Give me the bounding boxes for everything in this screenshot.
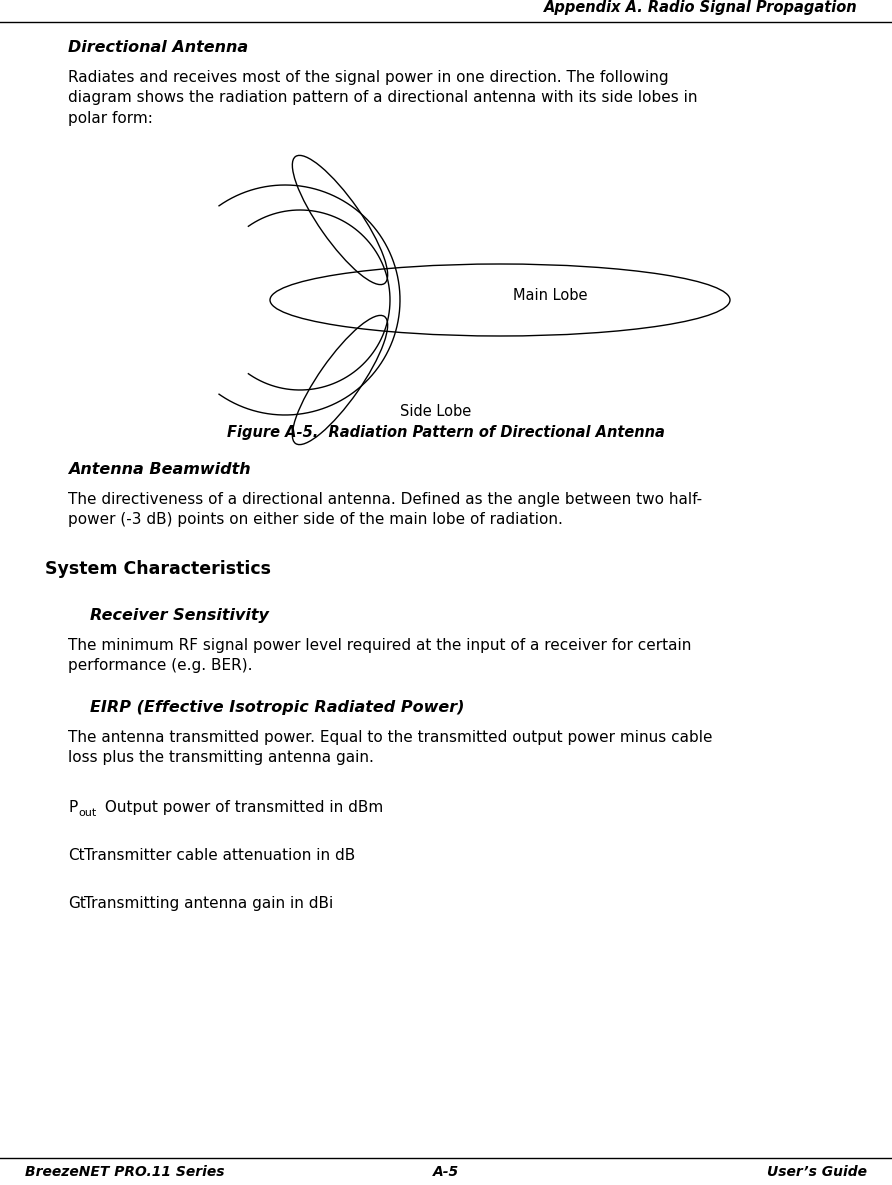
Text: Transmitting antenna gain in dBi: Transmitting antenna gain in dBi — [84, 896, 334, 911]
Text: P: P — [68, 800, 78, 815]
Text: Receiver Sensitivity: Receiver Sensitivity — [90, 608, 268, 623]
Text: Antenna Beamwidth: Antenna Beamwidth — [68, 462, 251, 478]
Text: System Characteristics: System Characteristics — [45, 561, 271, 578]
Text: Ct: Ct — [68, 848, 85, 863]
Text: The antenna transmitted power. Equal to the transmitted output power minus cable: The antenna transmitted power. Equal to … — [68, 730, 713, 766]
Text: out: out — [78, 808, 96, 818]
Text: Gt: Gt — [68, 896, 86, 911]
Text: Figure A-5.  Radiation Pattern of Directional Antenna: Figure A-5. Radiation Pattern of Directi… — [227, 425, 665, 440]
Text: The minimum RF signal power level required at the input of a receiver for certai: The minimum RF signal power level requir… — [68, 638, 691, 673]
Text: Main Lobe: Main Lobe — [513, 288, 587, 302]
Text: Output power of transmitted in dBm: Output power of transmitted in dBm — [100, 800, 384, 815]
Text: A-5: A-5 — [433, 1165, 459, 1179]
Text: EIRP (Effective Isotropic Radiated Power): EIRP (Effective Isotropic Radiated Power… — [90, 700, 465, 715]
Text: The directiveness of a directional antenna. Defined as the angle between two hal: The directiveness of a directional anten… — [68, 492, 702, 527]
Text: Transmitter cable attenuation in dB: Transmitter cable attenuation in dB — [84, 848, 355, 863]
Text: Radiates and receives most of the signal power in one direction. The following
d: Radiates and receives most of the signal… — [68, 70, 698, 126]
Text: User’s Guide: User’s Guide — [767, 1165, 867, 1179]
Text: Appendix A. Radio Signal Propagation: Appendix A. Radio Signal Propagation — [544, 0, 858, 15]
Text: BreezeNET PRO.11 Series: BreezeNET PRO.11 Series — [25, 1165, 225, 1179]
Text: Directional Antenna: Directional Antenna — [68, 40, 248, 55]
Text: Side Lobe: Side Lobe — [400, 404, 471, 419]
